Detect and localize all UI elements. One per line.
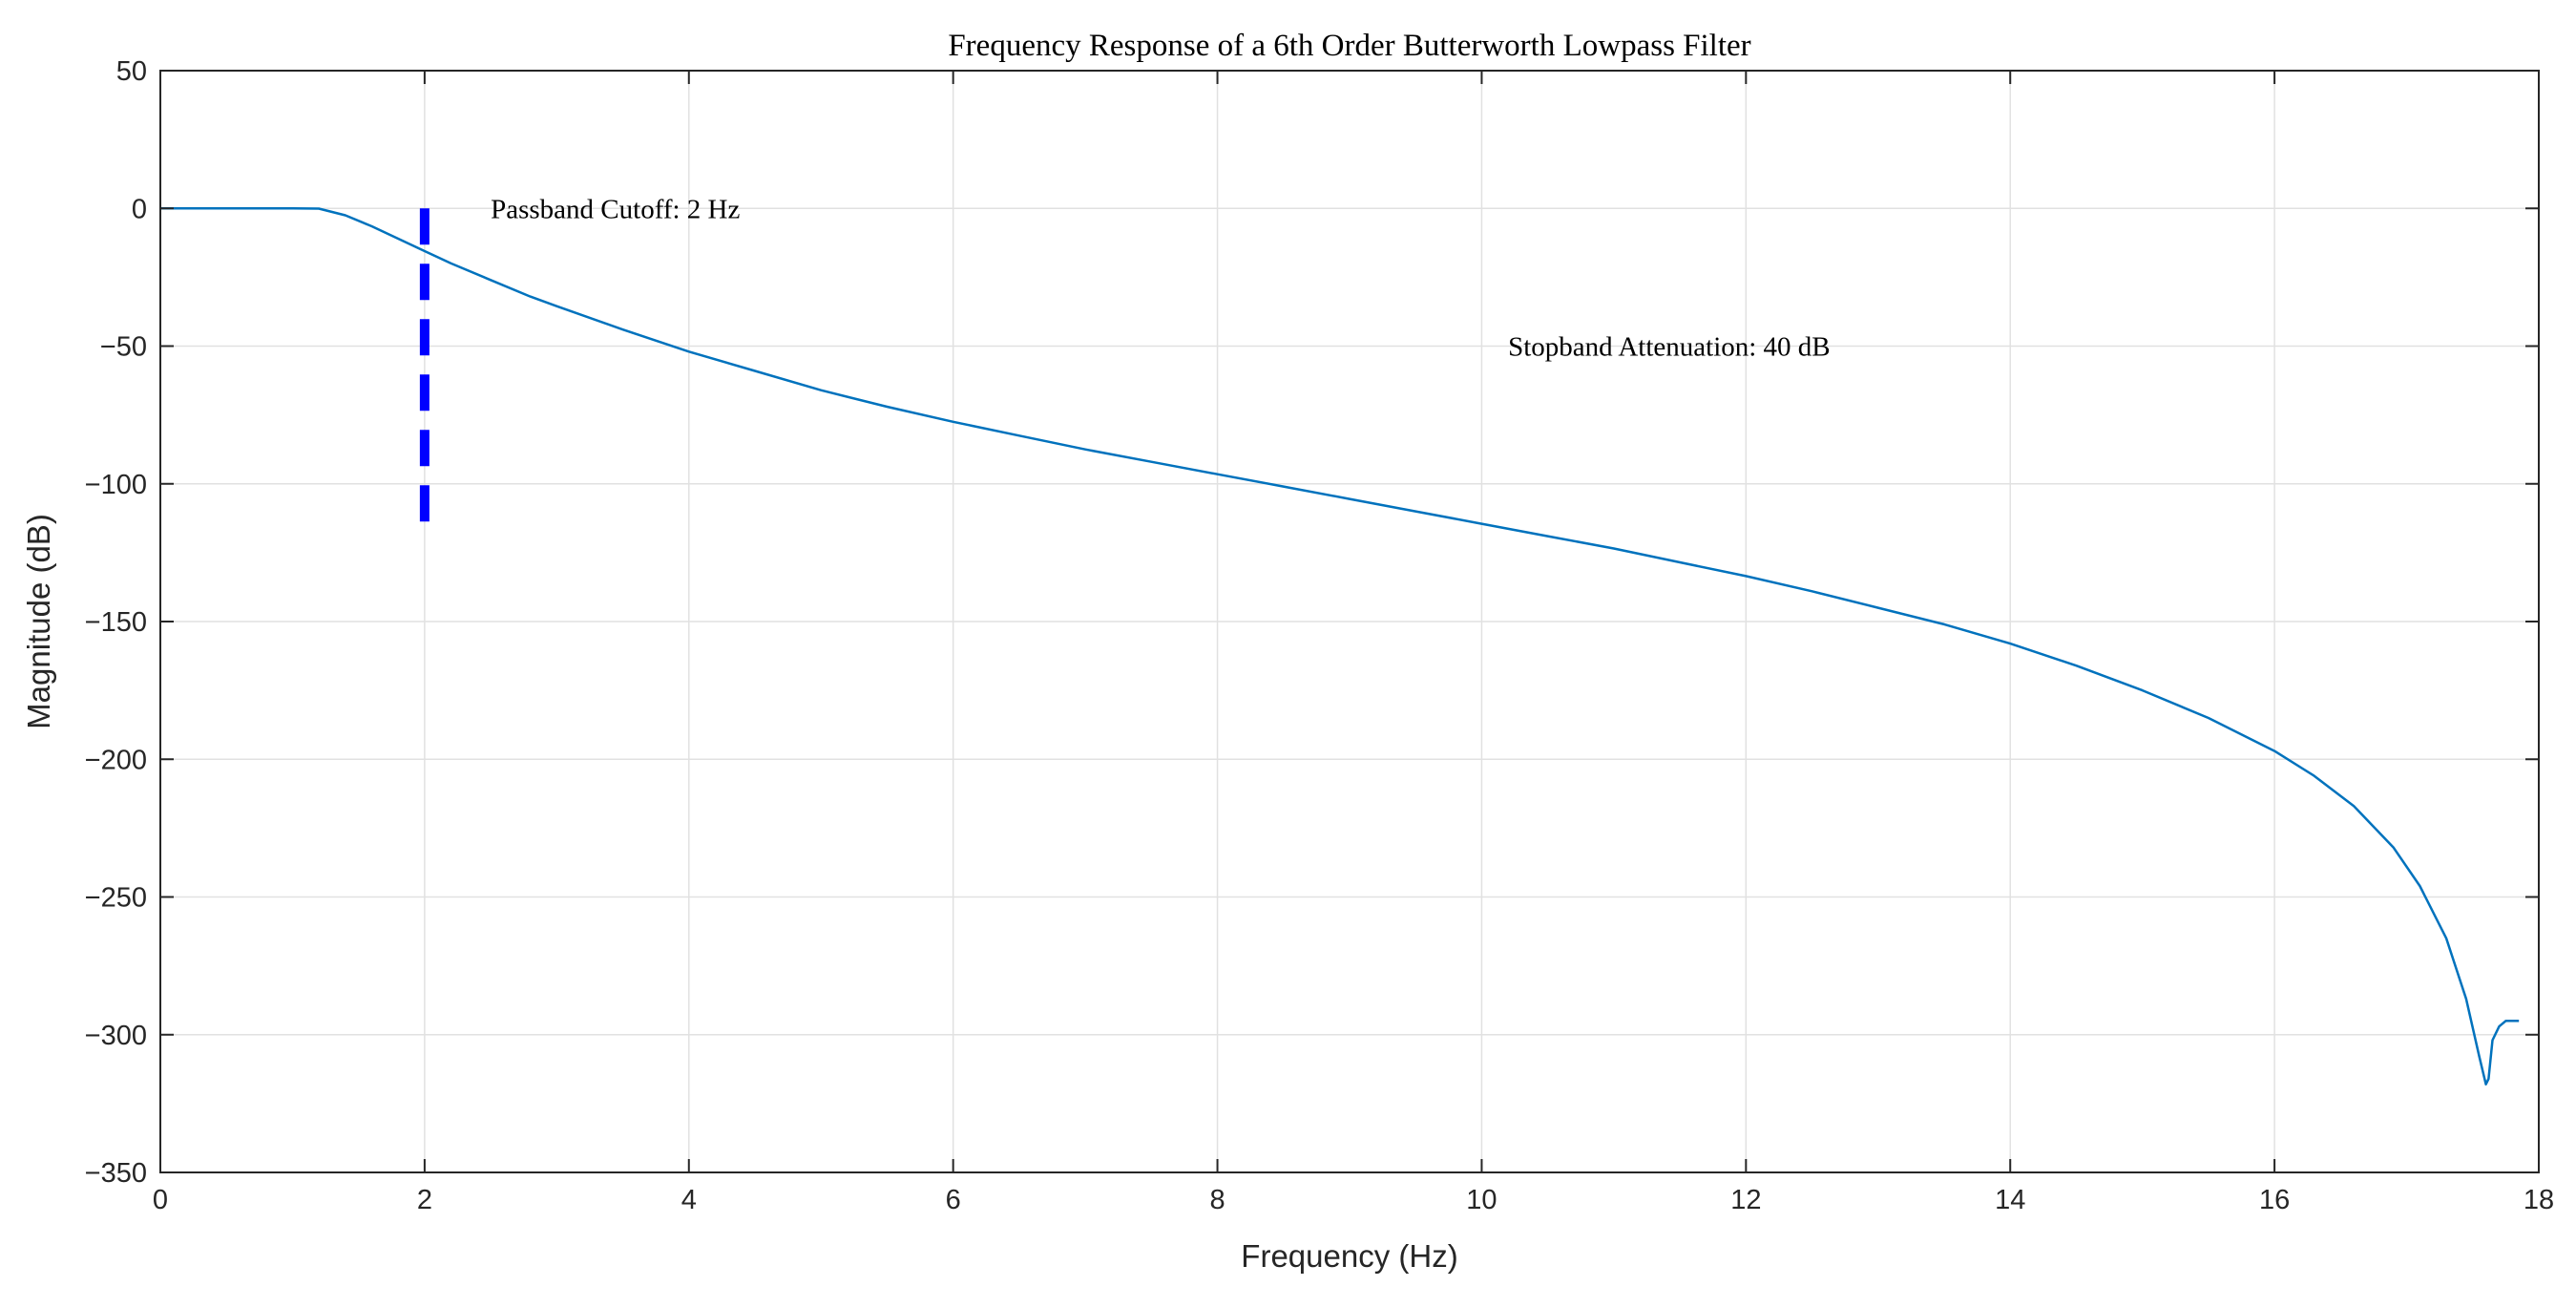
x-tick-label: 0 <box>153 1185 168 1215</box>
x-tick-label: 18 <box>2524 1185 2554 1215</box>
grid <box>160 71 2539 1172</box>
y-tick-label: −50 <box>100 332 147 363</box>
y-tick-label: −350 <box>85 1158 147 1189</box>
y-axis-label: Magnitude (dB) <box>21 514 56 729</box>
y-tick-label: −100 <box>85 470 147 500</box>
x-tick-label: 14 <box>1995 1185 2025 1215</box>
ticks <box>159 70 2540 1173</box>
x-tick-label: 2 <box>417 1185 432 1215</box>
x-tick-label: 6 <box>946 1185 961 1215</box>
y-tick-label: −300 <box>85 1021 147 1051</box>
magnitude-response-line <box>160 207 2520 1086</box>
y-tick-label: −250 <box>85 883 147 914</box>
x-tick-label: 8 <box>1209 1185 1225 1215</box>
series-group <box>160 207 2520 1086</box>
x-tick-labels: 0 2 4 6 8 10 12 14 16 18 <box>153 1185 2554 1215</box>
x-tick-label: 10 <box>1466 1185 1497 1215</box>
y-tick-labels: 50 0 −50 −100 −150 −200 −250 −300 −350 <box>85 56 147 1189</box>
x-tick-label: 16 <box>2259 1185 2290 1215</box>
annotation-label: Stopband Attenuation: 40 dB <box>1508 332 1831 363</box>
x-axis-label: Frequency (Hz) <box>1241 1238 1457 1274</box>
chart-title: Frequency Response of a 6th Order Butter… <box>948 29 1750 63</box>
y-tick-label: −150 <box>85 607 147 638</box>
y-tick-label: −200 <box>85 745 147 775</box>
y-tick-label: 0 <box>132 194 147 224</box>
annotations: Passband Cutoff: 2 Hz Stopband Attenuatio… <box>491 194 1831 362</box>
annotation-label: Passband Cutoff: 2 Hz <box>491 194 740 224</box>
y-tick-label: 50 <box>116 56 147 87</box>
x-tick-label: 4 <box>681 1185 697 1215</box>
x-tick-label: 12 <box>1730 1185 1761 1215</box>
